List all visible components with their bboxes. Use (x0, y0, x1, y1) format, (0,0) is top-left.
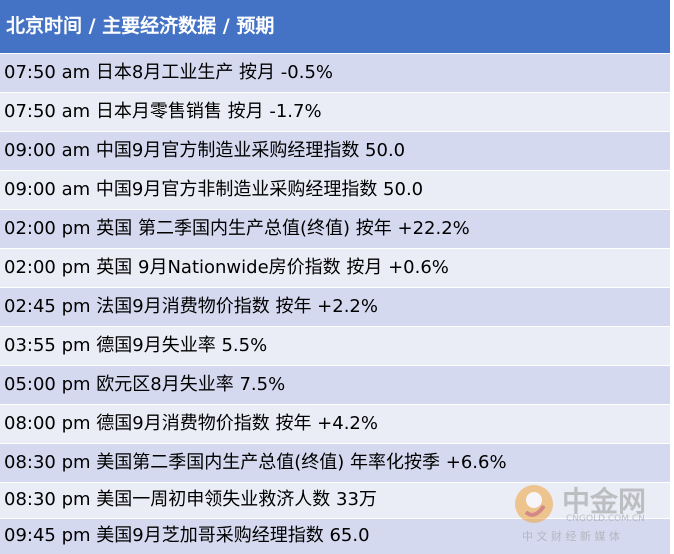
table-row: 09:45 pm 美国9月芝加哥采购经理指数 65.0 (0, 518, 670, 554)
table-row: 02:45 pm 法国9月消费物价指数 按年 +2.2% (0, 287, 670, 326)
watermark: 中金网 CNGOLD.COM.CN 中 文 财 经 新 媒 体 (512, 478, 672, 548)
table-row: 09:00 am 中国9月官方非制造业采购经理指数 50.0 (0, 170, 670, 209)
table-row: 08:00 pm 德国9月消费物价指数 按年 +4.2% (0, 404, 670, 443)
table-row: 08:30 pm 美国一周初申领失业救济人数 33万 (0, 482, 670, 518)
table-row: 02:00 pm 英国 9月Nationwide房价指数 按月 +0.6% (0, 248, 670, 287)
table-row: 08:30 pm 美国第二季国内生产总值(终值) 年率化按季 +6.6% (0, 443, 670, 482)
table-row: 07:50 am 日本月零售销售 按月 -1.7% (0, 92, 670, 131)
table-row: 09:00 am 中国9月官方制造业采购经理指数 50.0 (0, 131, 670, 170)
watermark-logo (515, 485, 553, 523)
watermark-slogan: 中 文 财 经 新 媒 体 (522, 530, 620, 543)
header-title: 北京时间 / 主要经济数据 / 预期 (0, 0, 670, 53)
table-row: 07:50 am 日本8月工业生产 按月 -0.5% (0, 53, 670, 92)
table-row: 02:00 pm 英国 第二季国内生产总值(终值) 按年 +22.2% (0, 209, 670, 248)
table-row: 05:00 pm 欧元区8月失业率 7.5% (0, 365, 670, 404)
watermark-domain: CNGOLD.COM.CN (566, 514, 645, 524)
table-row: 03:55 pm 德国9月失业率 5.5% (0, 326, 670, 365)
watermark-brand: 中金网 (562, 485, 647, 518)
